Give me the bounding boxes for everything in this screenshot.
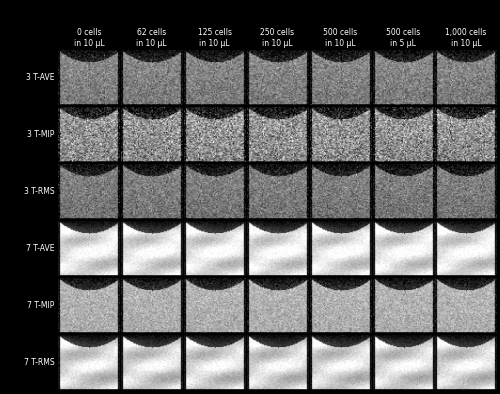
Text: 3 T-AVE: 3 T-AVE bbox=[26, 73, 54, 82]
Text: 7 T-AVE: 7 T-AVE bbox=[26, 244, 54, 253]
Text: 125 cells
in 10 μL: 125 cells in 10 μL bbox=[198, 28, 232, 48]
Text: 500 cells
in 10 μL: 500 cells in 10 μL bbox=[323, 28, 358, 48]
Text: 1,000 cells
in 10 μL: 1,000 cells in 10 μL bbox=[446, 28, 487, 48]
Text: 7 T-RMS: 7 T-RMS bbox=[24, 358, 54, 367]
Text: 500 cells
in 5 μL: 500 cells in 5 μL bbox=[386, 28, 420, 48]
Text: 250 cells
in 10 μL: 250 cells in 10 μL bbox=[260, 28, 294, 48]
Text: 62 cells
in 10 μL: 62 cells in 10 μL bbox=[136, 28, 167, 48]
Text: 3 T-MIP: 3 T-MIP bbox=[27, 130, 54, 139]
Text: 3 T-RMS: 3 T-RMS bbox=[24, 187, 54, 196]
Text: 0 cells
in 10 μL: 0 cells in 10 μL bbox=[74, 28, 104, 48]
Text: 7 T-MIP: 7 T-MIP bbox=[27, 301, 54, 310]
